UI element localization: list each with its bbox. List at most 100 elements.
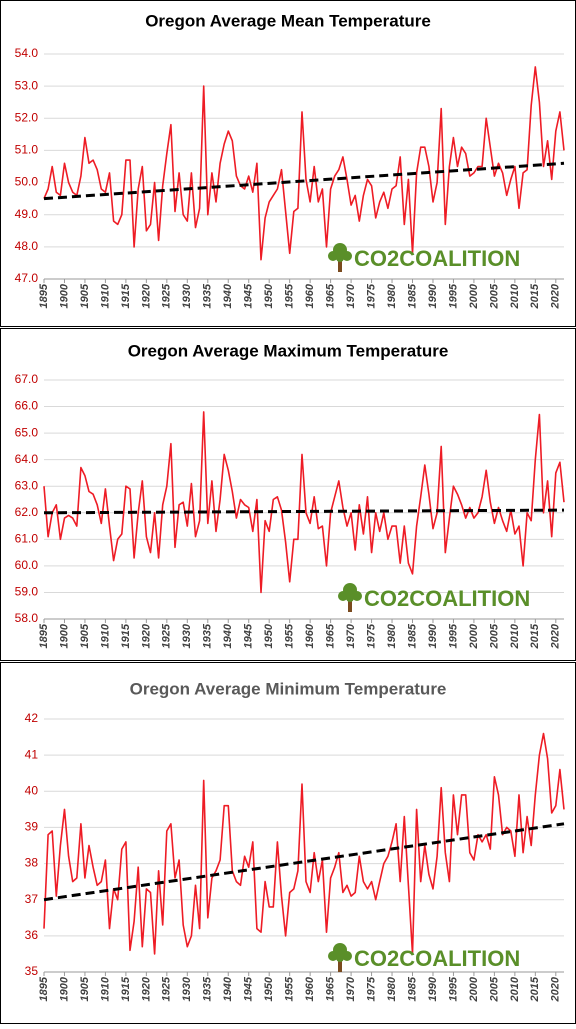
logo: CO2COALITION bbox=[338, 583, 530, 612]
x-tick-label: 2020 bbox=[550, 976, 562, 1002]
x-tick-label: 1955 bbox=[284, 976, 296, 1001]
y-tick-label: 38 bbox=[25, 856, 39, 870]
x-tick-label: 2015 bbox=[529, 623, 541, 649]
x-tick-label: 1940 bbox=[222, 623, 234, 648]
x-tick-label: 1905 bbox=[79, 623, 91, 648]
x-tick-label: 1990 bbox=[427, 976, 439, 1001]
y-tick-label: 40 bbox=[25, 783, 39, 797]
logo: CO2COALITION bbox=[328, 243, 520, 272]
x-tick-label: 1900 bbox=[58, 283, 70, 308]
x-tick-label: 1935 bbox=[202, 976, 214, 1001]
x-tick-label: 1935 bbox=[202, 623, 214, 648]
logo-text: CO2COALITION bbox=[354, 946, 520, 971]
x-tick-label: 1950 bbox=[263, 283, 275, 308]
x-tick-label: 2020 bbox=[550, 283, 562, 309]
x-tick-label: 1910 bbox=[99, 976, 111, 1001]
trend-line bbox=[43, 508, 565, 515]
x-tick-label: 1975 bbox=[365, 976, 377, 1001]
x-tick-label: 1945 bbox=[243, 623, 255, 648]
y-tick-label: 50.0 bbox=[15, 175, 39, 189]
x-tick-label: 2015 bbox=[529, 283, 541, 309]
logo-leaf bbox=[328, 251, 338, 261]
logo-trunk bbox=[348, 598, 352, 612]
logo-leaf bbox=[342, 951, 352, 961]
x-tick-label: 1975 bbox=[365, 283, 377, 308]
x-tick-label: 1925 bbox=[161, 976, 173, 1001]
y-tick-label: 65.0 bbox=[15, 425, 39, 439]
data-line bbox=[43, 411, 565, 594]
x-tick-label: 2010 bbox=[509, 976, 521, 1002]
x-tick-label: 1985 bbox=[406, 623, 418, 648]
logo-leaf bbox=[352, 591, 362, 601]
x-tick-label: 1980 bbox=[386, 623, 398, 648]
logo-leaf bbox=[346, 594, 354, 602]
y-tick-label: 37 bbox=[25, 892, 39, 906]
x-tick-label: 1950 bbox=[263, 976, 275, 1001]
y-tick-label: 48.0 bbox=[15, 239, 39, 253]
x-tick-label: 1970 bbox=[345, 623, 357, 648]
y-tick-label: 63.0 bbox=[15, 478, 39, 492]
x-tick-label: 2020 bbox=[550, 623, 562, 649]
logo-leaf bbox=[328, 951, 338, 961]
y-tick-label: 35 bbox=[25, 964, 39, 978]
x-tick-label: 1960 bbox=[304, 283, 316, 308]
x-tick-label: 2000 bbox=[468, 623, 480, 649]
x-tick-label: 1920 bbox=[140, 283, 152, 308]
y-tick-label: 66.0 bbox=[15, 399, 39, 413]
logo: CO2COALITION bbox=[328, 943, 520, 972]
x-tick-label: 1990 bbox=[427, 283, 439, 308]
x-tick-label: 1925 bbox=[161, 283, 173, 308]
x-tick-label: 1915 bbox=[120, 623, 132, 648]
y-tick-label: 47.0 bbox=[15, 271, 39, 285]
x-tick-label: 1915 bbox=[120, 283, 132, 308]
x-tick-label: 1995 bbox=[447, 976, 459, 1001]
x-tick-label: 1895 bbox=[38, 283, 50, 308]
chart-title: Oregon Average Minimum Temperature bbox=[130, 679, 447, 698]
x-tick-label: 1940 bbox=[222, 283, 234, 308]
y-tick-label: 49.0 bbox=[15, 207, 39, 221]
x-tick-label: 2010 bbox=[509, 623, 521, 649]
x-tick-label: 1975 bbox=[365, 623, 377, 648]
y-tick-label: 54.0 bbox=[15, 46, 39, 60]
x-tick-label: 1935 bbox=[202, 283, 214, 308]
logo-trunk bbox=[338, 258, 342, 272]
chart-title: Oregon Average Mean Temperature bbox=[145, 11, 431, 30]
x-tick-label: 1920 bbox=[140, 976, 152, 1001]
x-tick-label: 1920 bbox=[140, 623, 152, 648]
y-tick-label: 64.0 bbox=[15, 452, 39, 466]
logo-leaf bbox=[336, 254, 344, 262]
logo-leaf bbox=[338, 591, 348, 601]
x-tick-label: 1985 bbox=[406, 283, 418, 308]
x-tick-label: 1960 bbox=[304, 623, 316, 648]
x-tick-label: 1980 bbox=[386, 976, 398, 1001]
x-tick-label: 1915 bbox=[120, 976, 132, 1001]
logo-text: CO2COALITION bbox=[354, 246, 520, 271]
x-tick-label: 1970 bbox=[345, 976, 357, 1001]
y-tick-label: 60.0 bbox=[15, 558, 39, 572]
x-tick-label: 1910 bbox=[99, 623, 111, 648]
x-tick-label: 2005 bbox=[488, 976, 500, 1002]
y-tick-label: 58.0 bbox=[15, 611, 39, 625]
x-tick-label: 1910 bbox=[99, 283, 111, 308]
x-tick-label: 1965 bbox=[325, 623, 337, 648]
y-tick-label: 52.0 bbox=[15, 110, 39, 124]
x-tick-label: 1955 bbox=[284, 283, 296, 308]
chart-title: Oregon Average Maximum Temperature bbox=[128, 341, 449, 360]
x-tick-label: 1980 bbox=[386, 283, 398, 308]
x-tick-label: 2015 bbox=[529, 976, 541, 1002]
y-tick-label: 53.0 bbox=[15, 78, 39, 92]
x-tick-label: 2010 bbox=[509, 283, 521, 309]
x-tick-label: 1900 bbox=[58, 623, 70, 648]
x-tick-label: 1970 bbox=[345, 283, 357, 308]
x-tick-label: 1895 bbox=[38, 623, 50, 648]
logo-leaf bbox=[342, 251, 352, 261]
x-tick-label: 2000 bbox=[468, 283, 480, 309]
x-tick-label: 1950 bbox=[263, 623, 275, 648]
x-tick-label: 2000 bbox=[468, 976, 480, 1002]
x-tick-label: 1965 bbox=[325, 283, 337, 308]
x-tick-label: 1945 bbox=[243, 283, 255, 308]
y-tick-label: 67.0 bbox=[15, 372, 39, 386]
x-tick-label: 1905 bbox=[79, 283, 91, 308]
y-tick-label: 41 bbox=[25, 747, 39, 761]
